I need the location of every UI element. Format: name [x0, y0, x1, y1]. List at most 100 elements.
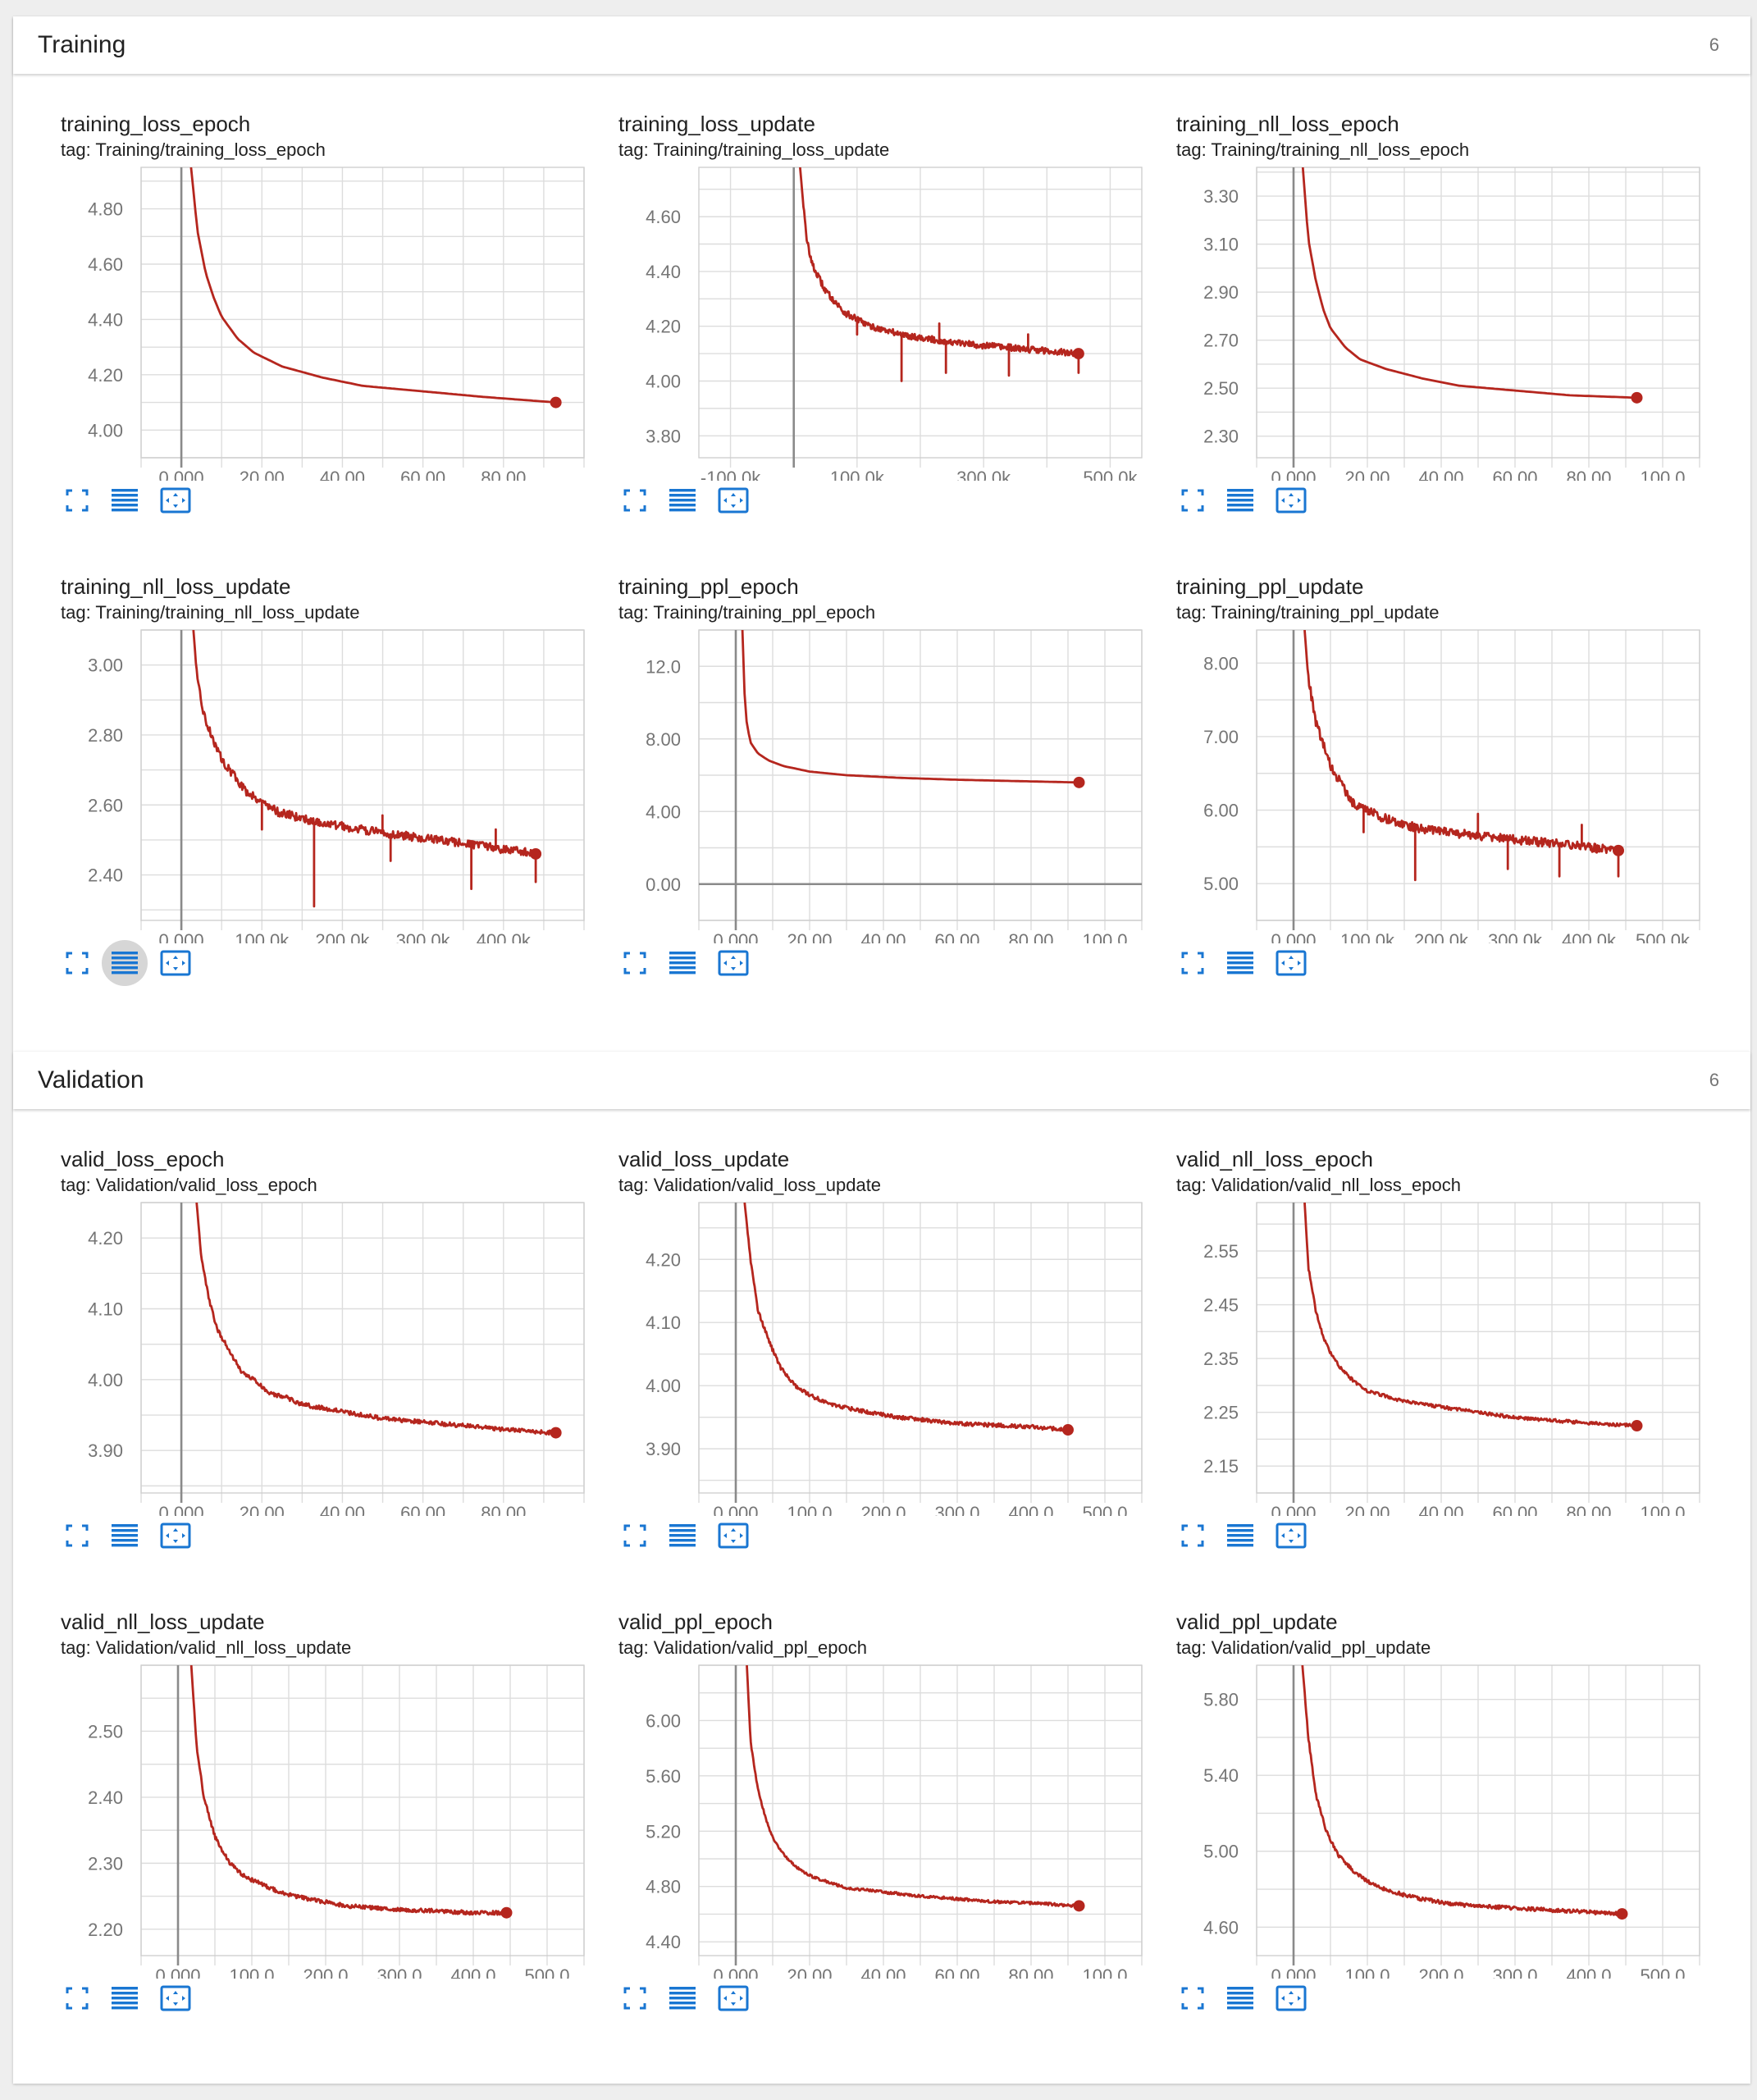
- log-scale-button[interactable]: [102, 1513, 148, 1559]
- expand-icon: [1181, 952, 1204, 975]
- y-tick-label: 12.0: [646, 656, 681, 677]
- chart-card: training_ppl_epoch tag: Training/training…: [584, 571, 1150, 1018]
- fit-domain-button[interactable]: [153, 940, 199, 986]
- x-tick-label: 500.0: [1082, 1503, 1127, 1516]
- fit-domain-button[interactable]: [710, 1975, 756, 2021]
- chart-tag: tag: Training/training_ppl_epoch: [618, 602, 876, 623]
- chart-title: valid_nll_loss_epoch: [1176, 1147, 1373, 1171]
- expand-button[interactable]: [1170, 1975, 1216, 2021]
- fit-domain-button[interactable]: [153, 1513, 199, 1559]
- line-chart: 3.90 4.00 4.10 4.20 0.000 20.00 40.00 60.00 80.0…: [88, 1202, 585, 1516]
- x-tick-label: 0.000: [155, 1965, 200, 1979]
- series-line: [799, 167, 1080, 382]
- log-scale-button[interactable]: [659, 940, 705, 986]
- x-tick-label: 0.000: [1271, 930, 1316, 943]
- section-header-validation[interactable]: Validation 6: [13, 1052, 1750, 1109]
- expand-button[interactable]: [1170, 1513, 1216, 1559]
- chart-tag: tag: Validation/valid_loss_update: [618, 1175, 882, 1195]
- x-tick-label: 20.00: [1344, 468, 1390, 481]
- expand-button[interactable]: [54, 1513, 100, 1559]
- line-chart: 3.80 4.00 4.20 4.40 4.60 -100.0k 100.0k 300.0k 5…: [646, 167, 1143, 481]
- y-tick-label: 5.60: [646, 1766, 681, 1787]
- fit-domain-button[interactable]: [710, 1513, 756, 1559]
- expand-button[interactable]: [54, 940, 100, 986]
- expand-button[interactable]: [54, 1975, 100, 2021]
- expand-icon: [1181, 1987, 1204, 2010]
- expand-icon: [66, 1987, 89, 2010]
- x-tick-label: 300.0k: [396, 930, 451, 943]
- chart-card: valid_ppl_update tag: Validation/valid_pp…: [1142, 1606, 1708, 2053]
- y-tick-label: 4.40: [646, 262, 681, 282]
- fit-domain-button[interactable]: [153, 1975, 199, 2021]
- expand-icon: [623, 1524, 646, 1547]
- expand-icon: [623, 952, 646, 975]
- x-tick-label: 100.0: [1082, 930, 1127, 943]
- last-point-marker: [550, 1427, 562, 1439]
- fit-domain-button[interactable]: [710, 940, 756, 986]
- plot-frame: [140, 629, 585, 921]
- fit-domain-button[interactable]: [1268, 1975, 1314, 2021]
- log-scale-button[interactable]: [102, 1975, 148, 2021]
- fit-domain-button[interactable]: [1268, 940, 1314, 986]
- chart-title: training_nll_loss_epoch: [1176, 112, 1399, 136]
- line-chart: 2.15 2.25 2.35 2.45 2.55 0.000 20.00 40.00 60.00…: [1203, 1202, 1700, 1516]
- log-scale-button[interactable]: [659, 1975, 705, 2021]
- x-tick-label: 400.0: [1008, 1503, 1053, 1516]
- y-tick-label: 2.25: [1203, 1403, 1239, 1423]
- section-header-training[interactable]: Training 6: [13, 16, 1750, 74]
- log-scale-button[interactable]: [1217, 1975, 1263, 2021]
- section-title: Validation: [38, 1066, 144, 1093]
- chart-title: valid_loss_update: [618, 1147, 790, 1171]
- log-scale-button[interactable]: [1217, 477, 1263, 523]
- fit-domain-button[interactable]: [710, 477, 756, 523]
- fit-domain-button[interactable]: [153, 477, 199, 523]
- log-scale-button[interactable]: [659, 477, 705, 523]
- x-tick-label: 20.00: [1344, 1503, 1390, 1516]
- log-scale-button[interactable]: [1217, 1513, 1263, 1559]
- line-chart: 0.00 4.00 8.00 12.0 0.000 20.00 40.00 60.00 80.0…: [646, 629, 1143, 943]
- fit-domain-button[interactable]: [1268, 1513, 1314, 1559]
- x-tick-label: 500.0: [524, 1965, 569, 1979]
- log-scale-button[interactable]: [102, 940, 148, 986]
- fit-domain-icon: [160, 1985, 191, 2011]
- expand-button[interactable]: [1170, 477, 1216, 523]
- log-scale-button[interactable]: [659, 1513, 705, 1559]
- chart-title: valid_ppl_epoch: [618, 1609, 773, 1634]
- series-line: [189, 1665, 507, 1916]
- x-tick-label: 100.0k: [235, 930, 290, 943]
- expand-button[interactable]: [54, 477, 100, 523]
- expand-button[interactable]: [612, 1975, 658, 2021]
- expand-icon: [623, 489, 646, 512]
- x-tick-label: 40.00: [320, 468, 365, 481]
- log-scale-button[interactable]: [102, 477, 148, 523]
- log-scale-button[interactable]: [1217, 940, 1263, 986]
- x-tick-label: 20.00: [240, 468, 285, 481]
- plot-frame: [698, 1202, 1143, 1494]
- chart-toolbar: [618, 1513, 783, 1562]
- x-tick-label: 0.000: [1271, 468, 1316, 481]
- y-tick-label: 4.10: [88, 1299, 123, 1320]
- x-tick-label: 0.000: [1271, 1965, 1316, 1979]
- x-tick-label: 500.0k: [1636, 930, 1691, 943]
- chart-card: training_nll_loss_epoch tag: Training/tra…: [1142, 108, 1708, 555]
- expand-button[interactable]: [1170, 940, 1216, 986]
- log-scale-icon: [669, 1524, 696, 1547]
- y-tick-label: 2.30: [88, 1853, 123, 1874]
- expand-button[interactable]: [612, 477, 658, 523]
- y-tick-label: 3.90: [88, 1440, 123, 1461]
- y-tick-label: 4.00: [646, 1376, 681, 1396]
- line-chart: 4.40 4.80 5.20 5.60 6.00 0.000 20.00 40.00 60.00…: [646, 1664, 1143, 1979]
- y-tick-label: 4.10: [646, 1312, 681, 1333]
- chart-card: training_loss_update tag: Training/traini…: [584, 108, 1150, 555]
- fit-domain-icon: [1276, 487, 1307, 514]
- expand-button[interactable]: [612, 940, 658, 986]
- log-scale-icon: [112, 489, 138, 512]
- last-point-marker: [1072, 348, 1084, 360]
- chart-card: valid_nll_loss_update tag: Validation/val…: [26, 1606, 592, 2053]
- series-line: [743, 1203, 1069, 1432]
- expand-icon: [66, 489, 89, 512]
- expand-button[interactable]: [612, 1513, 658, 1559]
- chart-title: training_loss_epoch: [61, 112, 251, 136]
- fit-domain-button[interactable]: [1268, 477, 1314, 523]
- x-tick-label: 20.00: [240, 1503, 285, 1516]
